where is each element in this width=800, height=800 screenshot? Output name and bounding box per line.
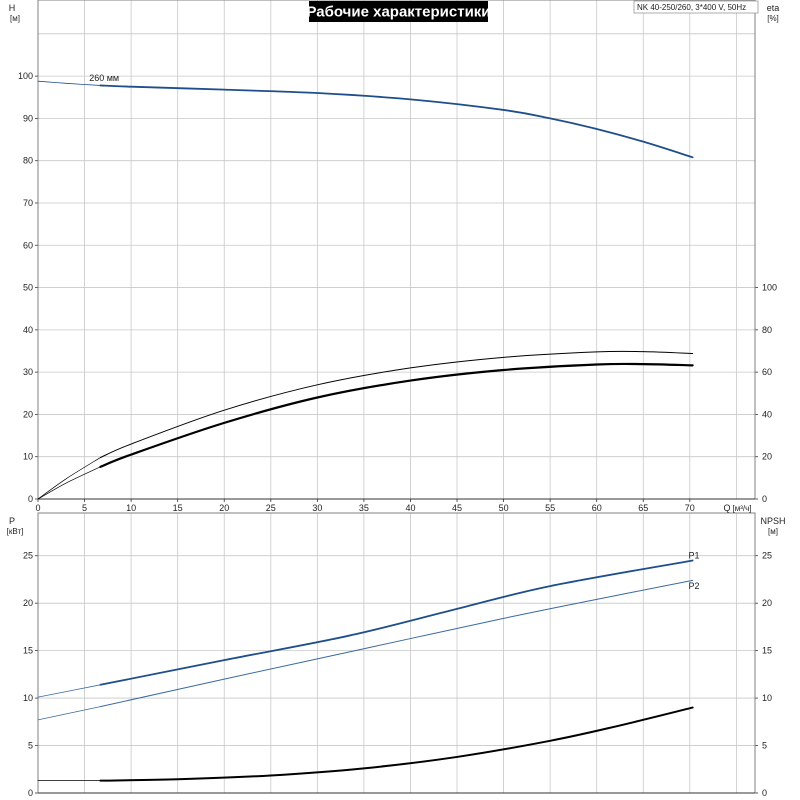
upper-y-tick-label: 20 <box>23 409 33 419</box>
upper-x-axis-unit: [м³/ч] <box>733 504 752 513</box>
lower-y-axis-label: P <box>9 516 15 526</box>
upper-y2-tick-label: 0 <box>762 494 767 504</box>
upper-curve-eta_thin <box>99 350 694 459</box>
upper-x-tick-label: 25 <box>266 503 276 513</box>
upper-y-axis-label: H <box>9 3 16 13</box>
upper-curve-eta_bold_ext <box>37 466 101 500</box>
upper-x-tick-label: 70 <box>685 503 695 513</box>
lower-curve-NPSH <box>99 706 694 782</box>
upper-y2-axis-unit: [%] <box>767 14 779 23</box>
lower-y-tick-label: 15 <box>23 646 33 656</box>
chart-title-text: Рабочие характеристики <box>306 4 490 21</box>
upper-curve-H <box>99 84 694 159</box>
upper-curve-eta_bold <box>99 362 694 468</box>
upper-plot-frame <box>37 0 756 500</box>
upper-y-tick-label: 10 <box>23 452 33 462</box>
lower-y-tick-label: 10 <box>23 693 33 703</box>
upper-x-tick-label: 20 <box>219 503 229 513</box>
upper-curve-H_ext <box>37 80 101 86</box>
upper-y2-tick-label: 100 <box>762 283 777 293</box>
lower-y-tick-label: 0 <box>28 788 33 798</box>
upper-y-tick-label: 40 <box>23 325 33 335</box>
upper-y2-tick-label: 80 <box>762 325 772 335</box>
lower-curve-P2 <box>99 579 694 708</box>
curves-layer <box>37 80 694 782</box>
upper-y2-tick-label: 20 <box>762 452 772 462</box>
lower-y-tick-label: 25 <box>23 551 33 561</box>
upper-y-tick-label: 90 <box>23 113 33 123</box>
upper-x-tick-label: 0 <box>35 503 40 513</box>
upper-x-tick-label: 5 <box>82 503 87 513</box>
lower-curve-P2_ext <box>37 706 101 721</box>
upper-y2-tick-label: 40 <box>762 409 772 419</box>
model-label-text: NK 40-250/260, 3*400 V, 50Hz <box>637 3 746 12</box>
lower-y2-axis-unit: [м] <box>768 527 778 536</box>
upper-y-tick-label: 50 <box>23 283 33 293</box>
upper-y-tick-label: 60 <box>23 240 33 250</box>
upper-y-tick-label: 80 <box>23 156 33 166</box>
upper-x-tick-label: 30 <box>312 503 322 513</box>
upper-y2-tick-label: 60 <box>762 367 772 377</box>
grid-layer <box>38 0 755 793</box>
lower-series-label-p1: P1 <box>688 551 699 561</box>
lower-y2-axis-label: NPSH <box>760 516 785 526</box>
plot-frames <box>35 0 758 794</box>
upper-x-tick-label: 65 <box>638 503 648 513</box>
model-label-box <box>633 0 759 14</box>
lower-y-tick-label: 5 <box>28 741 33 751</box>
model-label: NK 40-250/260, 3*400 V, 50Hz <box>633 0 759 14</box>
lower-y2-tick-label: 25 <box>762 551 772 561</box>
upper-y-tick-label: 70 <box>23 198 33 208</box>
upper-y-tick-label: 30 <box>23 367 33 377</box>
upper-x-tick-label: 35 <box>359 503 369 513</box>
lower-plot-frame <box>37 512 756 794</box>
lower-y2-tick-label: 10 <box>762 693 772 703</box>
upper-x-tick-label: 55 <box>545 503 555 513</box>
upper-y2-axis-label: eta <box>767 3 780 13</box>
upper-x-tick-label: 15 <box>173 503 183 513</box>
lower-y2-tick-label: 5 <box>762 741 767 751</box>
upper-x-tick-label: 45 <box>452 503 462 513</box>
lower-y2-tick-label: 0 <box>762 788 767 798</box>
upper-annotation-label: 260 мм <box>89 73 119 83</box>
upper-x-tick-label: 60 <box>592 503 602 513</box>
upper-x-axis-label: Q <box>723 503 730 513</box>
upper-x-tick-label: 50 <box>499 503 509 513</box>
lower-curve-P1_ext <box>37 684 101 698</box>
lower-y2-tick-label: 20 <box>762 598 772 608</box>
lower-y-axis-unit: [кВт] <box>7 527 24 536</box>
lower-y2-tick-label: 15 <box>762 646 772 656</box>
upper-curve-eta_thin_ext <box>37 457 101 500</box>
lower-series-label-p2: P2 <box>688 581 699 591</box>
upper-y-tick-label: 0 <box>28 494 33 504</box>
upper-y-tick-label: 100 <box>18 71 33 81</box>
lower-y-tick-label: 20 <box>23 598 33 608</box>
chart-title-box <box>309 1 488 22</box>
lower-curve-P1 <box>99 559 694 686</box>
upper-x-tick-label: 40 <box>405 503 415 513</box>
chart-title: Рабочие характеристики <box>306 1 491 22</box>
upper-y-axis-unit: [м] <box>10 14 20 23</box>
upper-x-tick-label: 10 <box>126 503 136 513</box>
